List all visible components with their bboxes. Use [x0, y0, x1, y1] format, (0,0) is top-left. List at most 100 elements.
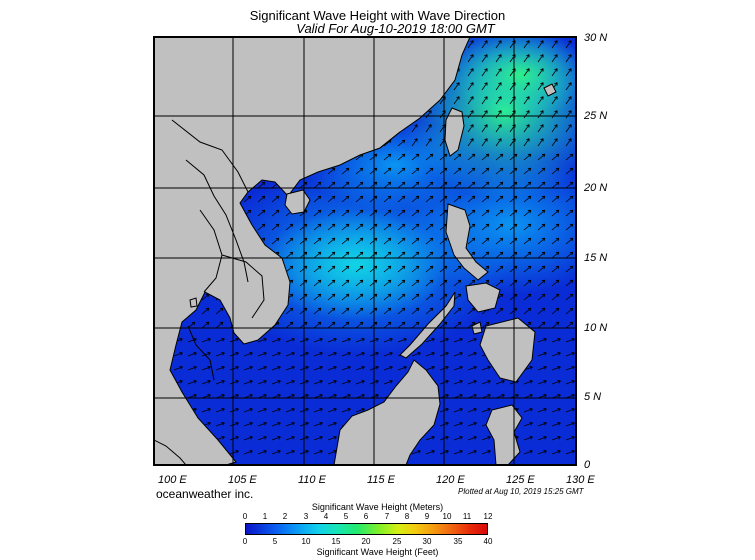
wave-direction-arrow	[271, 379, 281, 385]
colorbar-feet-tick: 25	[392, 537, 402, 546]
wave-direction-arrow	[565, 407, 575, 413]
wave-direction-arrow	[257, 209, 266, 217]
map-subtitle: Valid For Aug-10-2019 18:00 GMT	[296, 21, 495, 36]
wave-direction-arrow	[383, 167, 392, 175]
wave-direction-arrow	[453, 96, 460, 105]
wave-direction-arrow	[537, 68, 544, 77]
wave-direction-arrow	[341, 181, 350, 189]
wave-direction-arrow	[341, 307, 350, 315]
wave-direction-arrow	[327, 307, 336, 315]
wave-direction-arrow	[467, 379, 477, 385]
wave-direction-arrow	[523, 435, 533, 441]
wave-direction-arrow	[453, 393, 463, 399]
wave-direction-arrow	[537, 138, 544, 147]
colorbar-feet-tick: 15	[331, 537, 341, 546]
wave-direction-arrow	[411, 181, 420, 189]
wave-direction-arrow	[481, 365, 491, 371]
wave-direction-arrow	[383, 351, 393, 357]
wave-direction-arrow	[229, 421, 239, 427]
wave-direction-arrow	[453, 337, 463, 343]
colorbar-meter-tick: 2	[282, 512, 288, 521]
wave-direction-arrow	[397, 321, 406, 329]
wave-direction-arrow	[537, 195, 546, 203]
wave-direction-arrow	[271, 337, 281, 343]
wave-direction-arrow	[467, 195, 476, 203]
wave-direction-arrow	[425, 307, 434, 315]
wave-direction-arrow	[537, 449, 547, 455]
wave-direction-arrow	[551, 265, 560, 273]
wave-direction-arrow	[271, 435, 281, 441]
wave-direction-arrow	[411, 293, 420, 301]
wave-direction-arrow	[341, 237, 350, 245]
land-mindanao	[479, 317, 536, 383]
wave-direction-arrow	[495, 265, 504, 273]
wave-direction-arrow	[271, 195, 280, 203]
wave-direction-arrow	[495, 40, 502, 49]
wave-direction-arrow	[187, 365, 197, 371]
wave-direction-arrow	[271, 209, 280, 217]
wave-direction-arrow	[551, 110, 558, 119]
wave-direction-arrow	[453, 293, 462, 301]
wave-direction-arrow	[327, 167, 336, 175]
wave-direction-arrow	[257, 181, 266, 189]
wave-direction-arrow	[425, 209, 434, 217]
wave-direction-arrow	[327, 421, 337, 427]
wave-direction-arrow	[537, 96, 544, 105]
wave-direction-arrow	[215, 379, 225, 385]
wave-direction-arrow	[481, 68, 488, 77]
colorbar-meter-tick: 0	[242, 512, 248, 521]
wave-direction-arrow	[453, 167, 462, 175]
wave-direction-arrow	[481, 181, 490, 189]
wave-direction-arrow	[523, 307, 532, 315]
wave-direction-arrow	[425, 449, 435, 455]
wave-direction-arrow	[355, 181, 364, 189]
wave-direction-arrow	[467, 365, 477, 371]
wave-direction-arrow	[355, 379, 365, 385]
wave-direction-arrow	[467, 337, 477, 343]
wave-direction-arrow	[467, 351, 477, 357]
wave-direction-arrow	[355, 321, 364, 329]
wave-direction-arrow	[187, 321, 196, 329]
wave-direction-arrow	[551, 181, 560, 189]
wave-direction-arrow	[551, 251, 560, 259]
wave-direction-arrow	[467, 167, 476, 175]
wave-direction-arrow	[495, 167, 504, 175]
land-island	[189, 297, 198, 308]
wave-direction-arrow	[495, 195, 504, 203]
wave-direction-arrow	[425, 195, 434, 203]
colorbar-feet-tick: 10	[301, 537, 311, 546]
lon-label: 105 E	[228, 474, 257, 486]
wave-direction-arrow	[229, 407, 239, 413]
wave-direction-arrow	[411, 153, 420, 161]
land-ryukyu	[543, 83, 557, 97]
wave-direction-arrow	[397, 195, 406, 203]
wave-direction-arrow	[523, 167, 532, 175]
colorbar-meter-tick: 10	[442, 512, 452, 521]
colorbar-meter-tick: 3	[303, 512, 309, 521]
wave-direction-arrow	[551, 237, 560, 245]
colorbar-meters-title: Significant Wave Height (Meters)	[311, 502, 444, 512]
wave-direction-arrow	[495, 138, 502, 147]
wave-direction-arrow	[411, 209, 420, 217]
wave-direction-arrow	[565, 435, 575, 441]
wave-direction-arrow	[257, 351, 267, 357]
wave-direction-arrow	[229, 435, 239, 441]
wave-direction-arrow	[313, 365, 323, 371]
wave-direction-arrow	[467, 237, 476, 245]
colorbar-feet-tick: 35	[453, 537, 463, 546]
wave-direction-arrow	[201, 321, 210, 329]
wave-direction-arrow	[537, 393, 547, 399]
wave-direction-arrow	[551, 379, 561, 385]
wave-direction-arrow	[551, 209, 560, 217]
wave-direction-arrow	[551, 68, 558, 77]
wave-direction-arrow	[523, 265, 532, 273]
wave-direction-arrow	[453, 321, 462, 329]
wave-direction-arrow	[285, 265, 294, 273]
wave-direction-arrow	[355, 195, 364, 203]
wave-direction-arrow	[355, 209, 364, 217]
land-taiwan	[444, 107, 465, 157]
wave-direction-arrow	[173, 351, 183, 357]
wave-direction-arrow	[313, 379, 323, 385]
wave-direction-arrow	[425, 251, 434, 259]
wave-direction-arrow	[481, 449, 491, 455]
